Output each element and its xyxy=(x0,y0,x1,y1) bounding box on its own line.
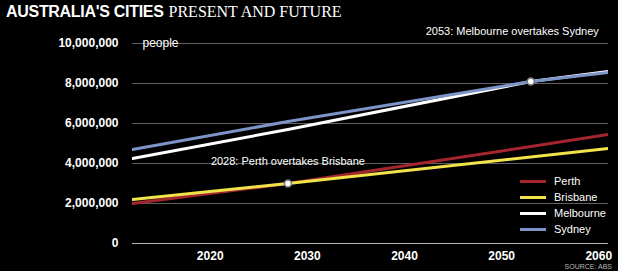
svg-text:2050: 2050 xyxy=(488,249,515,263)
html-text:Brisbane: Brisbane xyxy=(554,191,598,203)
svg-text:2060: 2060 xyxy=(585,249,612,263)
html-text:Sydney: Sydney xyxy=(554,223,591,235)
svg-text:people: people xyxy=(143,36,179,50)
html-text:Melbourne: Melbourne xyxy=(554,207,606,219)
svg-text:0: 0 xyxy=(112,236,119,250)
svg-text:6,000,000: 6,000,000 xyxy=(65,116,119,130)
svg-text:2040: 2040 xyxy=(391,249,418,263)
svg-text:8,000,000: 8,000,000 xyxy=(65,76,119,90)
svg-text:2030: 2030 xyxy=(294,249,321,263)
html-text:AUSTRALIA'S CITIES PRESENT AND: AUSTRALIA'S CITIES PRESENT AND FUTURE xyxy=(6,3,342,20)
svg-text:4,000,000: 4,000,000 xyxy=(65,156,119,170)
html-text:SOURCE: ABS: SOURCE: ABS xyxy=(564,263,612,270)
svg-text:2053: Melbourne overtakes Sydn: 2053: Melbourne overtakes Sydney xyxy=(426,25,600,37)
html-text:Perth: Perth xyxy=(554,175,581,187)
svg-text:10,000,000: 10,000,000 xyxy=(58,36,118,50)
svg-text:2,000,000: 2,000,000 xyxy=(65,196,119,210)
svg-text:2020: 2020 xyxy=(197,249,224,263)
svg-text:2028: Perth overtakes Brisbane: 2028: Perth overtakes Brisbane xyxy=(211,155,365,167)
